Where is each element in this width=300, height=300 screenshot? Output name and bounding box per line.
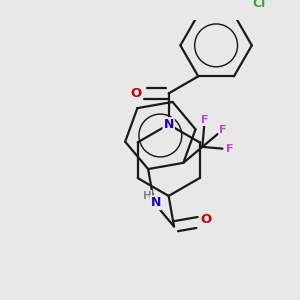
Text: Cl: Cl — [252, 0, 266, 10]
Text: N: N — [164, 118, 174, 131]
Text: F: F — [219, 124, 227, 134]
Text: N: N — [150, 196, 161, 209]
Text: H: H — [143, 191, 152, 201]
Text: F: F — [201, 115, 208, 125]
Text: F: F — [226, 144, 233, 154]
Text: O: O — [130, 87, 142, 100]
Text: O: O — [201, 213, 212, 226]
